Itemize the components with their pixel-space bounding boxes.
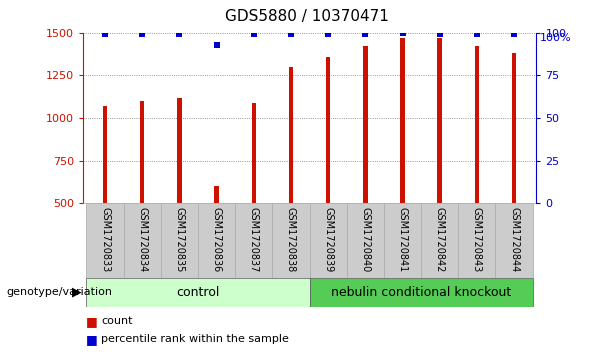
Point — [211, 42, 221, 48]
Text: control: control — [177, 286, 219, 299]
Text: GSM1720837: GSM1720837 — [249, 207, 259, 272]
Text: GSM1720833: GSM1720833 — [100, 207, 110, 272]
Bar — [251, 103, 256, 203]
Point — [509, 32, 519, 37]
Point — [435, 32, 444, 37]
Text: GSM1720843: GSM1720843 — [472, 207, 482, 272]
Text: GSM1720841: GSM1720841 — [397, 207, 408, 272]
Text: GSM1720838: GSM1720838 — [286, 207, 296, 272]
Bar — [215, 186, 219, 203]
Text: count: count — [101, 316, 132, 326]
Bar — [235, 203, 272, 278]
Bar — [272, 203, 310, 278]
Text: GSM1720834: GSM1720834 — [137, 207, 147, 272]
Text: ■: ■ — [86, 333, 97, 346]
Bar — [86, 278, 310, 307]
Bar — [140, 101, 145, 203]
Bar — [347, 203, 384, 278]
Point — [175, 32, 185, 37]
Point — [286, 32, 296, 37]
Point — [249, 32, 259, 37]
Bar — [86, 203, 124, 278]
Bar — [326, 57, 330, 203]
Point — [100, 32, 110, 37]
Text: ■: ■ — [86, 315, 97, 328]
Point — [398, 30, 408, 36]
Text: GSM1720836: GSM1720836 — [211, 207, 222, 272]
Bar — [289, 67, 293, 203]
Point — [137, 32, 147, 37]
Text: GSM1720842: GSM1720842 — [435, 207, 444, 272]
Bar — [400, 38, 405, 203]
Text: GSM1720844: GSM1720844 — [509, 207, 519, 272]
Bar — [474, 46, 479, 203]
Point — [472, 32, 482, 37]
Bar — [495, 203, 533, 278]
Bar — [161, 203, 198, 278]
Bar — [124, 203, 161, 278]
Text: percentile rank within the sample: percentile rank within the sample — [101, 334, 289, 344]
Text: GSM1720839: GSM1720839 — [323, 207, 333, 272]
Text: GSM1720840: GSM1720840 — [360, 207, 370, 272]
Bar — [310, 203, 347, 278]
Bar — [310, 278, 533, 307]
Text: GDS5880 / 10370471: GDS5880 / 10370471 — [224, 9, 389, 24]
Bar — [438, 38, 442, 203]
Bar — [103, 106, 107, 203]
Bar — [384, 203, 421, 278]
Text: 100%: 100% — [539, 33, 571, 43]
Bar — [198, 203, 235, 278]
Bar — [512, 53, 516, 203]
Text: nebulin conditional knockout: nebulin conditional knockout — [331, 286, 511, 299]
Bar — [459, 203, 495, 278]
Text: GSM1720835: GSM1720835 — [175, 207, 185, 272]
Text: ▶: ▶ — [72, 286, 82, 299]
Point — [323, 32, 333, 37]
Bar — [363, 46, 368, 203]
Bar — [421, 203, 459, 278]
Point — [360, 32, 370, 37]
Text: genotype/variation: genotype/variation — [6, 287, 112, 297]
Bar — [177, 98, 181, 203]
